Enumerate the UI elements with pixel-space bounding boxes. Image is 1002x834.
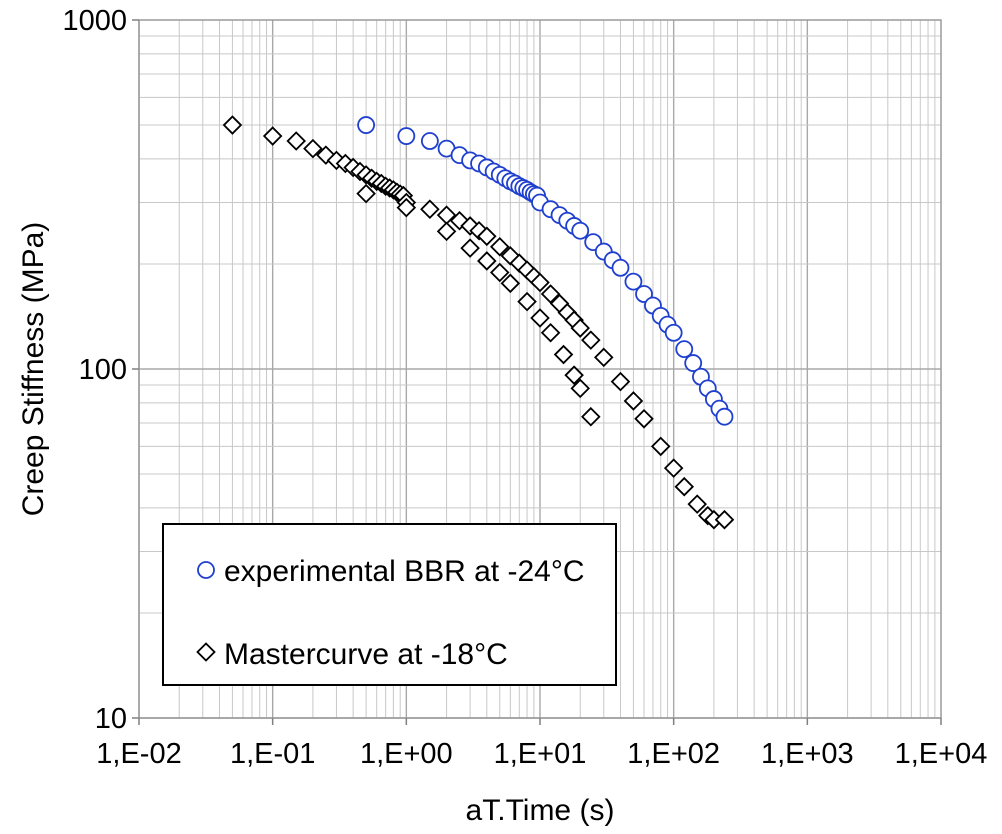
data-point-diamond [489, 262, 510, 283]
data-point-diamond [714, 509, 735, 530]
data-point-diamond [594, 347, 614, 368]
data-point-diamond [530, 272, 550, 293]
y-axis-title: Creep Stiffness (MPa) [17, 222, 50, 517]
x-tick-label: 1,E+00 [360, 738, 453, 770]
data-point-circle [715, 407, 734, 426]
data-point-diamond [530, 308, 550, 328]
x-tick-label: 1,E-02 [96, 738, 181, 770]
data-point-diamond [540, 284, 561, 304]
data-point-diamond [477, 226, 497, 247]
data-point-diamond [540, 322, 561, 343]
data-point-diamond [674, 476, 695, 497]
data-point-diamond [517, 291, 537, 312]
data-point-diamond [634, 409, 654, 429]
data-point-diamond [477, 251, 497, 271]
data-point-diamond [610, 371, 631, 392]
data-point-diamond [570, 318, 591, 338]
data-point-diamond [356, 183, 376, 204]
axis-ticks: 1,E-02 1,E-01 1,E+00 1,E+01 1,E+02 1,E+03 1,E+… [62, 5, 987, 770]
data-point-diamond [623, 391, 644, 411]
data-point-diamond [553, 344, 574, 365]
data-point-diamond [222, 115, 243, 135]
legend-box [162, 523, 617, 686]
data-point-diamond [663, 458, 684, 478]
data-point-diamond [650, 436, 671, 457]
data-point-diamond [303, 138, 323, 159]
data-point-circle [664, 323, 683, 342]
x-axis-title: aT.Time (s) [466, 794, 615, 827]
data-point-diamond [500, 273, 521, 294]
data-point-circle [420, 132, 439, 150]
x-tick-label: 1,E+03 [761, 738, 854, 770]
legend: experimental BBR at -24°C Mastercurve at… [162, 523, 617, 686]
series-mastercurve [222, 115, 735, 530]
legend-circle-symbol [197, 561, 215, 579]
data-point-circle [675, 340, 694, 359]
legend-marker-circle [197, 561, 215, 579]
y-tick-label: 100 [79, 354, 127, 386]
data-point-diamond [286, 131, 306, 151]
data-point-diamond [489, 236, 510, 257]
series-experimental-bbr [357, 116, 734, 426]
series-markers [222, 115, 735, 530]
legend-marker-diamond [196, 642, 216, 662]
data-point-circle [624, 272, 643, 291]
x-tick-label: 1,E+01 [494, 738, 587, 770]
y-tick-label: 10 [95, 703, 127, 735]
data-point-diamond [460, 238, 480, 258]
data-point-diamond [581, 330, 601, 350]
data-point-diamond [564, 365, 584, 385]
data-point-circle [635, 285, 653, 303]
data-point-circle [684, 354, 703, 372]
x-tick-label: 1,E+02 [627, 738, 720, 770]
data-point-diamond [581, 406, 601, 427]
data-point-circle [397, 127, 416, 145]
data-point-circle [357, 116, 375, 134]
data-point-circle [571, 221, 590, 240]
legend-label-experimental: experimental BBR at -24°C [224, 555, 584, 588]
legend-diamond-symbol [196, 642, 216, 662]
data-point-diamond [420, 199, 440, 219]
legend-label-mastercurve: Mastercurve at -18°C [224, 638, 508, 671]
data-point-diamond [262, 126, 283, 146]
x-tick-label: 1,E-01 [230, 738, 315, 770]
x-tick-label: 1,E+04 [895, 738, 988, 770]
data-point-diamond [687, 494, 707, 514]
data-point-diamond [396, 197, 417, 218]
data-point-circle [611, 258, 630, 277]
data-point-diamond [436, 221, 457, 242]
data-point-diamond [570, 378, 591, 399]
y-tick-label: 1000 [62, 5, 127, 37]
